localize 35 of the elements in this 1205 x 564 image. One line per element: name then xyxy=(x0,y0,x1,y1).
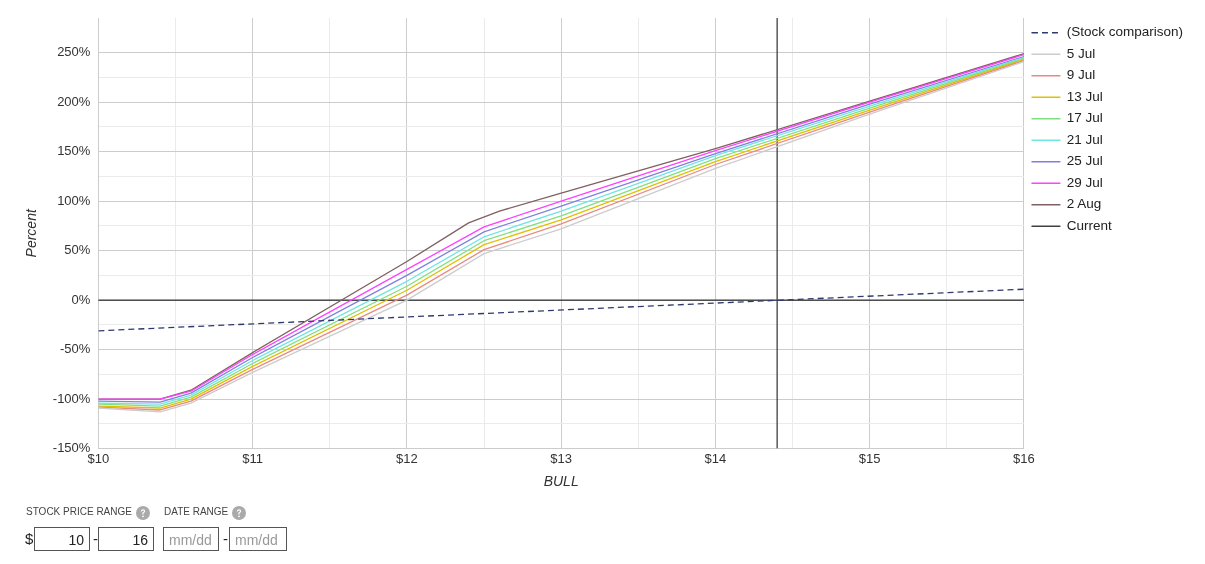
legend-label: 17 Jul xyxy=(1066,110,1103,126)
y-tick-label: 150% xyxy=(57,143,91,159)
text: DATE RANGE xyxy=(164,506,229,517)
legend-label: 25 Jul xyxy=(1066,153,1103,169)
legend-label: (Stock comparison) xyxy=(1066,24,1184,40)
text: STOCK PRICE RANGE xyxy=(26,506,132,517)
x-tick-label: $14 xyxy=(704,450,727,466)
x-tick-label: $16 xyxy=(1013,450,1035,466)
x-tick-label: $13 xyxy=(550,450,573,466)
y-axis-title: Percent xyxy=(23,208,40,258)
y-tick-label: 200% xyxy=(57,93,91,109)
y-tick-label: 100% xyxy=(57,192,91,208)
legend-label: 13 Jul xyxy=(1066,88,1103,104)
text: - xyxy=(93,530,98,547)
text: $ xyxy=(25,530,34,547)
legend-label: 9 Jul xyxy=(1066,67,1096,83)
y-tick-label: 0% xyxy=(71,291,91,307)
x-axis-title: BULL xyxy=(543,473,579,490)
y-tick-label: 250% xyxy=(57,44,91,60)
text: mm/dd xyxy=(229,527,287,551)
legend-label: 21 Jul xyxy=(1066,131,1103,147)
legend-label: 5 Jul xyxy=(1066,45,1096,61)
y-tick-label: 50% xyxy=(64,242,91,258)
y-tick-label: -100% xyxy=(52,390,91,406)
text: 16 xyxy=(98,527,154,551)
x-tick-label: $15 xyxy=(858,450,881,466)
y-tick-label: -50% xyxy=(60,341,91,357)
legend-label: 29 Jul xyxy=(1066,174,1103,190)
text: mm/dd xyxy=(163,527,219,551)
x-tick-label: $11 xyxy=(242,450,264,466)
text: - xyxy=(223,530,228,547)
legend-label: 2 Aug xyxy=(1066,196,1102,212)
x-tick-label: $12 xyxy=(396,450,418,466)
text: 10 xyxy=(34,527,90,551)
legend-label: Current xyxy=(1066,217,1112,233)
